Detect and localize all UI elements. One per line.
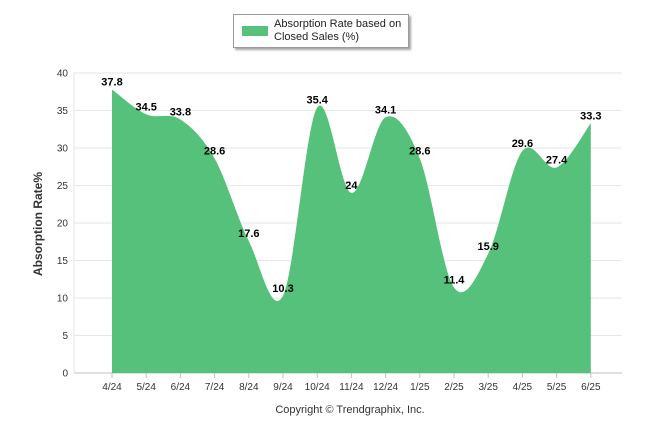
y-tick-label: 40: [57, 69, 69, 80]
x-tick-label: 11/24: [339, 382, 364, 393]
data-label: 34.5: [135, 101, 156, 113]
data-labels: 37.8 34.5 33.8 28.6 17.6 10.3 35.4 24 34.1 28.6 11…: [101, 77, 601, 295]
x-tick-label: 4/25: [513, 382, 533, 393]
x-tick-label: 7/24: [205, 382, 225, 393]
data-label: 34.1: [375, 104, 396, 116]
x-tick-label: 3/25: [478, 382, 498, 393]
legend: Absorption Rate based on Closed Sales (%…: [233, 14, 409, 48]
y-tick-label: 5: [62, 331, 68, 342]
data-label: 35.4: [306, 95, 328, 107]
data-label: 33.3: [580, 110, 601, 122]
legend-swatch: [242, 26, 268, 36]
data-label: 24: [345, 180, 358, 192]
area-series: [112, 89, 591, 373]
legend-label: Absorption Rate based on Closed Sales (%…: [274, 18, 402, 43]
data-label: 28.6: [204, 146, 225, 158]
x-tick-label: 8/24: [239, 382, 259, 393]
y-tick-label: 10: [57, 294, 69, 305]
x-tick-label: 9/24: [273, 382, 293, 393]
y-tick-label: 20: [57, 219, 69, 230]
x-tick-label: 6/24: [171, 382, 191, 393]
x-tick-label: 5/25: [547, 382, 567, 393]
data-label: 28.6: [409, 146, 430, 158]
data-label: 37.8: [101, 77, 122, 89]
x-tick-label: 12/24: [373, 382, 398, 393]
y-tick-label: 35: [57, 106, 69, 117]
data-label: 11.4: [444, 275, 466, 287]
x-tick-label: 1/25: [410, 382, 430, 393]
x-tick-labels: 4/24 5/24 6/24 7/24 8/24 9/24 10/24 11/24 12/24 1…: [102, 373, 601, 393]
data-label: 33.8: [170, 107, 191, 119]
copyright-caption: Copyright © Trendgraphix, Inc.: [275, 404, 424, 416]
y-axis-title: Absorption Rate%: [31, 172, 45, 276]
x-tick-label: 10/24: [305, 382, 330, 393]
data-label: 15.9: [477, 241, 498, 253]
data-label: 29.6: [512, 138, 533, 150]
y-tick-label: 25: [57, 181, 69, 192]
y-tick-label: 30: [57, 144, 69, 155]
y-tick-labels: 0 5 10 15 20 25 30 35 40: [57, 69, 69, 380]
data-label: 17.6: [238, 228, 259, 240]
y-tick-label: 15: [57, 256, 69, 267]
x-tick-label: 5/24: [136, 382, 156, 393]
x-tick-label: 4/24: [102, 382, 122, 393]
data-label: 10.3: [272, 283, 293, 295]
x-tick-label: 6/25: [581, 382, 601, 393]
x-tick-label: 2/25: [444, 382, 464, 393]
y-tick-label: 0: [62, 369, 68, 380]
data-label: 27.4: [546, 155, 568, 167]
